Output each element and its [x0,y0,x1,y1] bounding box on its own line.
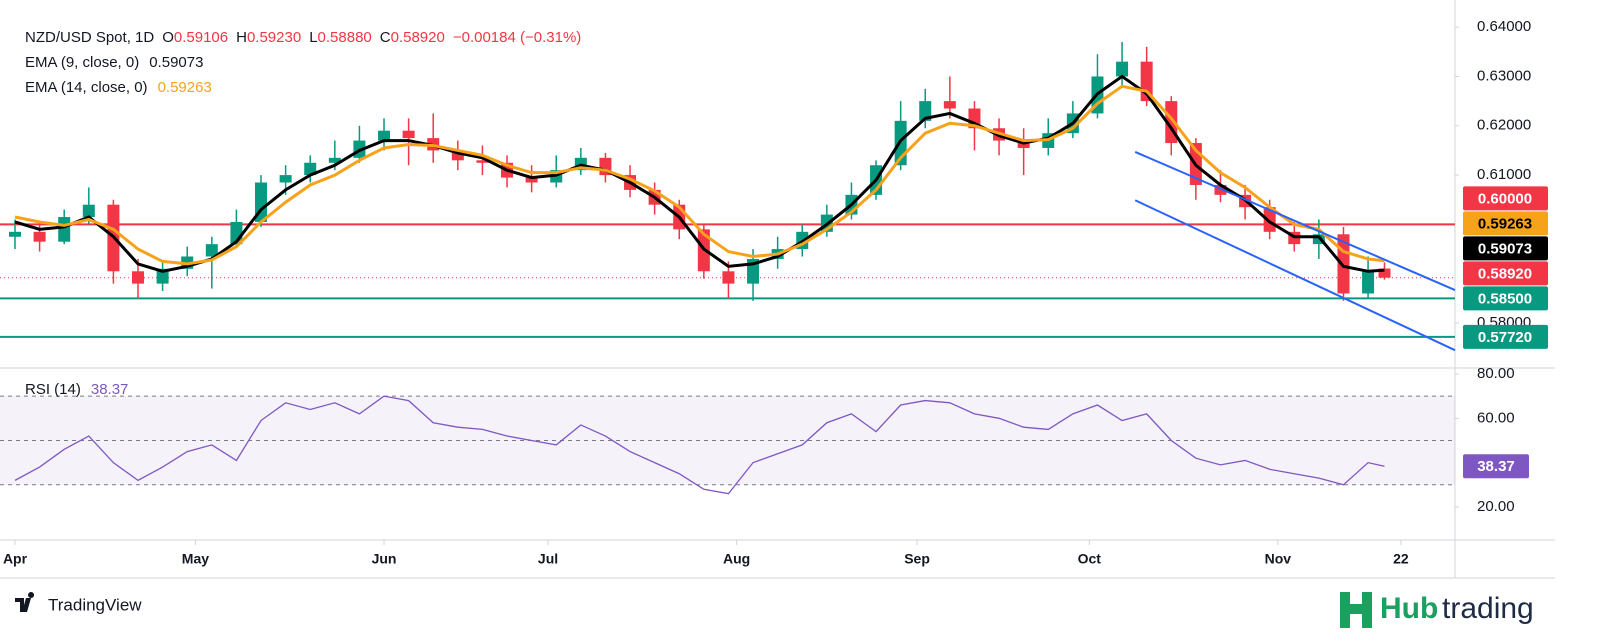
legend-name: EMA (14, close, 0) [25,79,148,96]
brand-part: trading [1442,592,1534,625]
price-tag [1463,211,1548,236]
logo-icon [1340,592,1372,628]
price-tag [1463,261,1548,286]
candle-body [476,160,489,163]
y-tick-label: 0.64000 [1477,18,1531,35]
x-tick-label: Sep [904,551,930,567]
candle-body [722,271,735,284]
x-tick-label: Jul [538,551,558,567]
ema-line [14,74,1385,273]
candle-body [304,162,317,176]
rsi-tag-label: 38.37 [1477,458,1515,475]
symbol-title: NZD/USD Spot, 1D [25,29,154,46]
price-tag-label: 0.58500 [1478,290,1532,307]
price-tag [1463,236,1548,261]
candle-body [451,150,464,161]
price-tag-label: 0.58920 [1478,265,1532,282]
candle-body [525,177,538,183]
change: −0.00184 (−0.31%) [453,29,581,46]
candle-body [205,244,218,257]
brand-part: Hub [1380,592,1438,625]
x-tick-label: Oct [1078,551,1102,567]
price-tag [1463,324,1548,349]
ohlc-value: 0.59106 [174,29,228,46]
candle-body [378,130,391,141]
legend-entry: EMA (14, close, 0) 0.59263 [25,79,212,96]
candle-body [402,130,415,139]
x-tick-label: May [182,551,209,567]
channel-line [1134,199,1456,352]
ohlc-key: C [380,29,391,46]
tradingview-logo: TradingView [15,592,142,614]
candle-body [82,204,95,218]
ema-line [14,84,1385,266]
y-tick-label: 0.61000 [1477,166,1531,183]
legend-ohlc: NZD/USD Spot, 1D O0.59106 H0.59230 L0.58880… [25,29,581,46]
candle-body [58,217,71,242]
x-tick-label: 22 [1393,551,1409,567]
candle-body [919,101,932,121]
legend-name: EMA (9, close, 0) [25,54,139,71]
brand: TradingView [48,595,142,614]
rsi-tag [1463,454,1529,479]
price-tag [1463,286,1548,311]
ohlc-key: O [162,29,174,46]
channel-line [1134,151,1456,291]
y-tick-label: 20.00 [1477,498,1515,515]
y-tick-label: 80.00 [1477,365,1515,382]
y-tick-label: 0.62000 [1477,117,1531,134]
x-tick-label: Apr [3,551,28,567]
ohlc-key: L [309,29,317,46]
y-tick-label: 60.00 [1477,409,1515,426]
rsi-line [14,395,1385,495]
price-tag-label: 0.57720 [1478,329,1532,346]
ohlc-value: 0.58880 [318,29,372,46]
ohlc-value: 0.59230 [247,29,301,46]
price-tag-label: 0.60000 [1478,190,1532,207]
candle-body [1312,234,1325,245]
x-tick-label: Aug [723,551,750,567]
candle-body [1116,61,1129,77]
legend-entry: EMA (9, close, 0) 0.59073 [25,54,203,71]
price-tag-label: 0.59263 [1478,215,1532,232]
candle-body [328,157,341,163]
x-tick-label: Nov [1265,551,1292,567]
y-tick-label: 0.63000 [1477,67,1531,84]
candle-body [279,175,292,183]
ohlc-value: 0.58920 [391,29,445,46]
ohlc-key: H [236,29,247,46]
price-tag-label: 0.59073 [1478,240,1532,257]
candle-body [9,231,21,237]
legend-value: 0.59263 [158,79,212,96]
legend-name: RSI (14) [25,381,81,398]
x-tick-label: Jun [372,551,397,567]
candle-body [1214,184,1227,195]
candle-body [132,271,145,284]
candle-body [156,268,169,284]
legend-value: 0.59073 [149,54,203,71]
candle-body [33,231,46,242]
candle-body [943,101,956,109]
price-tag [1463,186,1548,211]
rsi-legend: RSI (14) 38.37 [25,381,128,398]
candle-body [1362,271,1375,294]
candle-body [1378,268,1391,278]
legend-value: 38.37 [91,381,129,398]
candle-body [1263,207,1276,232]
price-pane [0,41,1455,338]
logo-icon [15,592,35,612]
hubtrading-logo: Hub trading [1340,592,1534,628]
